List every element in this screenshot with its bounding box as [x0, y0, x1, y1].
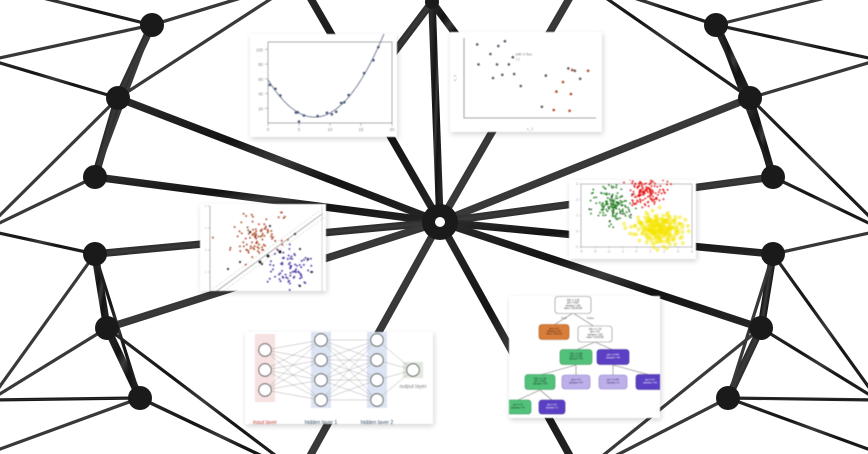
svg-text:20: 20 — [390, 127, 395, 132]
svg-text:output layer: output layer — [399, 384, 426, 390]
svg-text:True: True — [561, 316, 567, 320]
svg-text:0: 0 — [576, 230, 578, 234]
svg-text:3: 3 — [677, 250, 679, 254]
svg-text:100: 100 — [256, 47, 264, 52]
svg-text:value = [0,50,50]: value = [0,50,50] — [586, 337, 603, 339]
svg-text:x_2: x_2 — [452, 74, 457, 81]
svg-text:False: False — [587, 316, 594, 320]
svg-text:-1: -1 — [621, 250, 624, 254]
svg-text:input layer: input layer — [253, 420, 277, 424]
svg-text:-3: -3 — [593, 250, 596, 254]
svg-text:10: 10 — [328, 127, 333, 132]
svg-text:-2: -2 — [607, 250, 610, 254]
svg-text:-4: -4 — [579, 250, 582, 254]
svg-text:value = [50,0,0]: value = [50,0,0] — [546, 334, 562, 336]
svg-text:with X flux: with X flux — [516, 53, 533, 57]
svg-text:-1: -1 — [204, 270, 207, 274]
svg-text:3: 3 — [576, 182, 578, 186]
svg-text:hidden layer 2: hidden layer 2 — [361, 420, 394, 424]
svg-text:2.0: 2.0 — [516, 58, 521, 62]
svg-text:samples = 46: samples = 46 — [606, 357, 620, 359]
svg-text:60: 60 — [258, 77, 263, 82]
svg-text:15: 15 — [359, 127, 364, 132]
svg-text:samples = 47: samples = 47 — [511, 407, 525, 409]
svg-text:0: 0 — [636, 250, 638, 254]
svg-text:samples = 1: samples = 1 — [546, 407, 559, 409]
svg-text:4: 4 — [691, 250, 693, 254]
svg-text:samples = 6: samples = 6 — [607, 382, 620, 384]
svg-text:80: 80 — [258, 62, 263, 67]
svg-text:-1: -1 — [575, 245, 578, 249]
svg-text:samples = 43: samples = 43 — [643, 382, 657, 384]
svg-text:x_1: x_1 — [527, 126, 534, 131]
svg-text:samples = 47: samples = 47 — [569, 382, 583, 384]
svg-text:samples = 48: samples = 48 — [533, 384, 547, 386]
svg-text:1: 1 — [576, 214, 578, 218]
svg-text:hidden layer 1: hidden layer 1 — [305, 420, 338, 424]
svg-text:1: 1 — [649, 250, 651, 254]
svg-text:40: 40 — [258, 92, 263, 97]
svg-text:2: 2 — [576, 198, 578, 202]
svg-text:samples = 54: samples = 54 — [569, 359, 583, 361]
svg-text:value = [50,50,50]: value = [50,50,50] — [564, 308, 583, 310]
svg-text:2: 2 — [663, 250, 665, 254]
svg-text:20: 20 — [258, 106, 263, 111]
